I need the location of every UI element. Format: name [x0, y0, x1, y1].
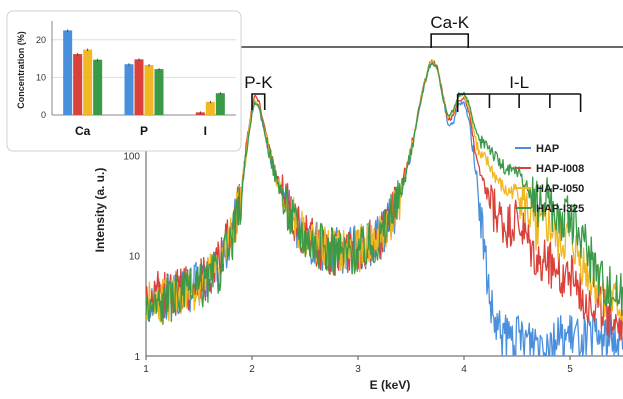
- inset-y-tick-label: 10: [36, 72, 46, 82]
- inset-bar: [124, 64, 134, 115]
- x-tick-label: 2: [249, 364, 255, 375]
- x-tick-label: 5: [567, 364, 573, 375]
- inset-y-tick-label: 0: [41, 110, 46, 120]
- inset-bar: [63, 30, 73, 115]
- annotation-label: P-K: [244, 73, 273, 92]
- y-tick-label: 1: [134, 352, 140, 363]
- x-axis-label: E (keV): [370, 378, 411, 392]
- inset-bar: [83, 49, 93, 115]
- inset-bar: [205, 101, 215, 115]
- inset-y-axis-label: Concentration (%): [16, 31, 26, 109]
- inset-bar: [134, 59, 144, 115]
- inset-y-tick-label: 20: [36, 35, 46, 45]
- peak-annotations: P-K Ca-K I-L: [244, 13, 582, 112]
- inset-axis-ticks: 0 10 20 Ca P I: [36, 35, 207, 138]
- x-tick-label: 1: [143, 364, 149, 375]
- inset-bar: [154, 69, 164, 115]
- inset-category-label: I: [204, 124, 207, 138]
- legend: HAP HAP-I008 HAP-I050 HAP-I325: [515, 143, 584, 215]
- y-tick-label: 10: [129, 252, 141, 263]
- inset-bar: [215, 93, 225, 115]
- x-tick-label: 3: [355, 364, 361, 375]
- legend-label: HAP-I050: [536, 183, 584, 195]
- x-tick-label: 4: [461, 364, 467, 375]
- inset-bar: [93, 59, 103, 115]
- y-tick-label: 100: [123, 151, 140, 162]
- legend-label: HAP-I008: [536, 163, 584, 175]
- inset-gridlines: [52, 39, 236, 116]
- legend-label: HAP: [536, 143, 559, 155]
- axis-ticks: 1 10 100 1 2 3 4 5: [123, 151, 573, 375]
- series-line-hap-i325: [145, 61, 623, 325]
- bracket-p-k: [251, 93, 266, 110]
- inset-bars: [63, 29, 225, 115]
- legend-label: HAP-I325: [536, 203, 584, 215]
- inset-category-label: Ca: [75, 124, 91, 138]
- y-axis-label: Intensity (a. u.): [93, 168, 107, 253]
- inset-bar-chart: 0 10 20 Ca P I Concentration (%): [6, 10, 242, 152]
- spectrum-series: [145, 59, 623, 357]
- annotation-label: Ca-K: [430, 13, 469, 32]
- annotation-label: I-L: [509, 73, 529, 92]
- inset-bar: [73, 54, 83, 115]
- inset-category-label: P: [140, 124, 148, 138]
- bracket-ca-k: [430, 33, 470, 48]
- inset-bar: [144, 64, 154, 115]
